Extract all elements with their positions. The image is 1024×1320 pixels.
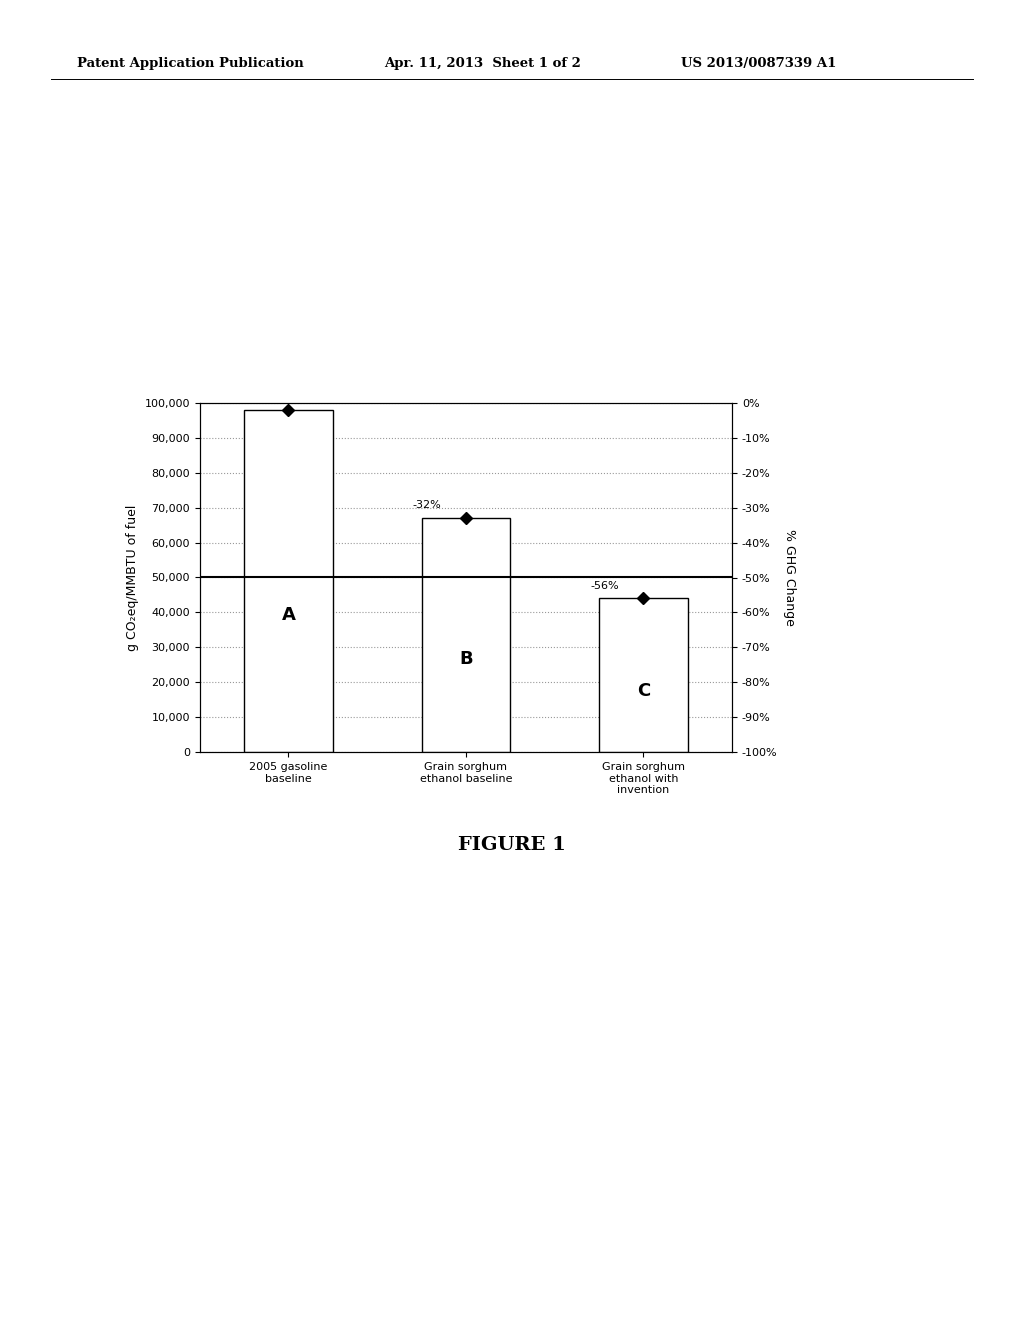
Text: US 2013/0087339 A1: US 2013/0087339 A1 (681, 57, 837, 70)
Text: -56%: -56% (590, 581, 618, 590)
Text: Apr. 11, 2013  Sheet 1 of 2: Apr. 11, 2013 Sheet 1 of 2 (384, 57, 581, 70)
Text: C: C (637, 682, 650, 700)
Text: B: B (459, 649, 473, 668)
Text: FIGURE 1: FIGURE 1 (458, 836, 566, 854)
Y-axis label: g CO₂eq/MMBTU of fuel: g CO₂eq/MMBTU of fuel (126, 504, 139, 651)
Bar (244, 409, 333, 752)
Bar (599, 598, 688, 752)
Text: A: A (282, 606, 295, 624)
Text: Patent Application Publication: Patent Application Publication (77, 57, 303, 70)
Bar (422, 517, 510, 752)
Text: -32%: -32% (413, 500, 441, 511)
Y-axis label: % GHG Change: % GHG Change (782, 529, 796, 626)
